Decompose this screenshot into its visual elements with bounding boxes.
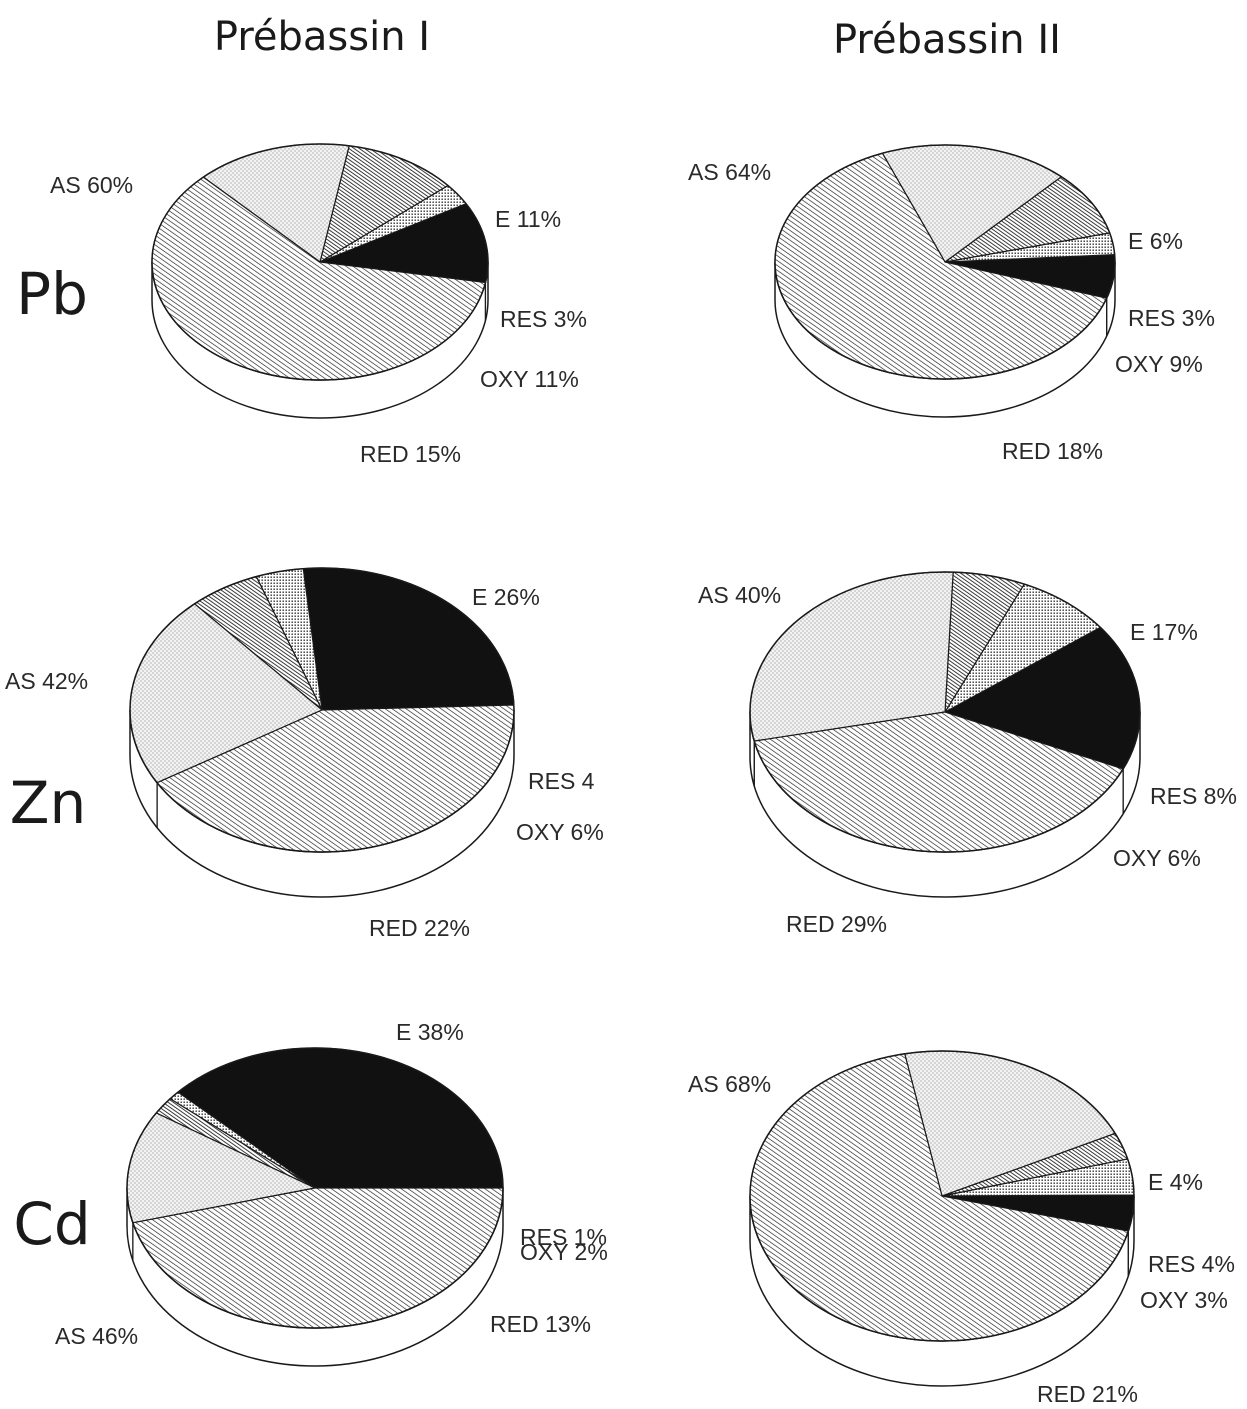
slice-label-e: E 11% <box>495 206 561 232</box>
slice-label-as: AS 68% <box>688 1071 771 1097</box>
column-title-prebassin-1: Prébassin I <box>214 14 430 60</box>
slice-label-e: E 6% <box>1128 228 1183 254</box>
pie-top-outline <box>151 143 489 381</box>
slice-label-e: E 17% <box>1130 619 1198 645</box>
slice-label-oxy: OXY 2% <box>520 1239 608 1265</box>
pie-cd-2: E 4% RES 4% OXY 3% RED 21% AS 68% <box>688 1050 1235 1407</box>
column-title-prebassin-2: Prébassin II <box>833 17 1061 63</box>
slice-label-as: AS 64% <box>688 159 771 185</box>
pie-top-outline <box>749 571 1141 853</box>
slice-label-res: RES 4 <box>528 768 595 794</box>
slice-label-as: AS 42% <box>5 668 88 694</box>
slice-label-as: AS 40% <box>698 582 781 608</box>
pie-cd-1: E 38% RES 1%OXY 2% RED 13% AS 46% <box>55 1019 608 1367</box>
slice-label-red: RED 29% <box>786 911 887 937</box>
slice-label-red: RED 21% <box>1037 1381 1138 1407</box>
slice-label-e: E 4% <box>1148 1169 1203 1195</box>
row-label-cd: Cd <box>13 1190 90 1258</box>
slice-label-e: E 26% <box>472 584 540 610</box>
pie-top-outline <box>129 567 515 853</box>
slice-label-oxy: OXY 6% <box>516 819 604 845</box>
slice-label-as: AS 60% <box>50 172 133 198</box>
pie-pb-2: E 6% RES 3% OXY 9% RED 18% AS 64% <box>688 144 1215 464</box>
slice-label-red: RED 18% <box>1002 438 1103 464</box>
slice-label-res: RES 8% <box>1150 783 1237 809</box>
row-label-zn: Zn <box>10 769 87 837</box>
slice-label-res: RES 3% <box>1128 305 1215 331</box>
pie-zn-2: E 17% RES 8% OXY 6% RED 29% AS 40% <box>698 571 1237 937</box>
slice-label-e: E 38% <box>396 1019 464 1045</box>
pie-zn-1: E 26% RES 4 OXY 6% RED 22% AS 42% <box>5 567 604 941</box>
slice-label-red: RED 13% <box>490 1311 591 1337</box>
slice-label-oxy: OXY 6% <box>1113 845 1201 871</box>
pies-layer: E 11% RES 3% OXY 11% RED 15% AS 60% E 6% RES 3… <box>5 143 1237 1407</box>
slice-label-res: RES 3% <box>500 306 587 332</box>
slice-label-res: RES 1% <box>520 1224 607 1250</box>
pie-top-outline <box>749 1050 1135 1342</box>
row-label-pb: Pb <box>16 260 88 328</box>
pie-pb-1: E 11% RES 3% OXY 11% RED 15% AS 60% <box>50 143 587 467</box>
pie-top-outline <box>774 144 1116 380</box>
slice-label-red: RED 22% <box>369 915 470 941</box>
slice-label-as: AS 46% <box>55 1323 138 1349</box>
slice-label-oxy: OXY 9% <box>1115 351 1203 377</box>
slice-label-oxy: OXY 3% <box>1140 1287 1228 1313</box>
slice-label-red: RED 15% <box>360 441 461 467</box>
slice-label-oxy: OXY 11% <box>480 366 579 392</box>
pie-top-outline <box>126 1047 504 1329</box>
slice-label-res: RES 4% <box>1148 1251 1235 1277</box>
